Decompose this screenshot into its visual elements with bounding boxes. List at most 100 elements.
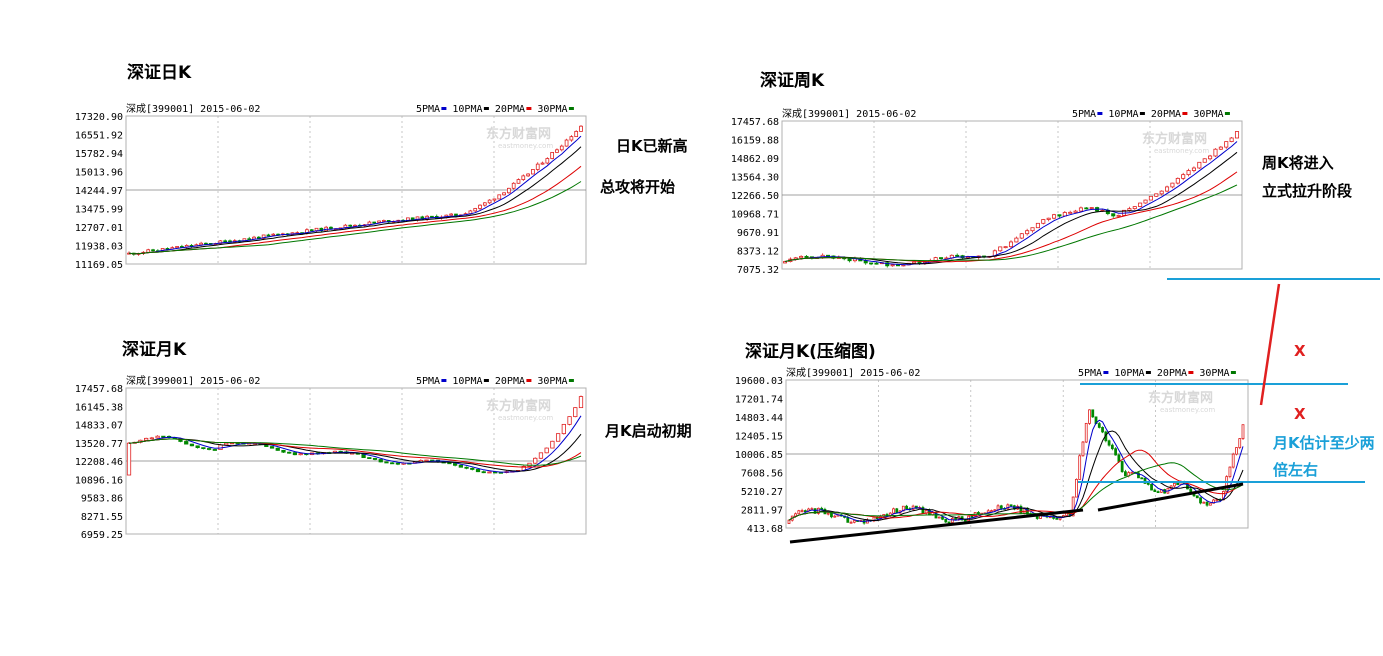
candle-body (206, 448, 212, 450)
candle-body (1068, 211, 1073, 214)
candle-body (847, 258, 852, 262)
legend-label-10pma: 10PMA (452, 104, 482, 115)
chart-weekly-svg: 深成[399001] 2015-06-02 5PMA 10PMA 20PMA 30PMA… (731, 108, 1243, 276)
candle-body (377, 220, 381, 223)
y-tick-label: 17320.90 (75, 112, 123, 123)
candle-body (1003, 246, 1008, 249)
chart-compressed-svg: 深成[399001] 2015-06-02 5PMA 10PMA 20PMA 30PMA… (735, 367, 1249, 535)
candle-body (521, 175, 526, 180)
y-tick-label: 15013.96 (75, 168, 123, 179)
legend-swatch-30pma (1230, 371, 1236, 374)
candle-body (161, 435, 166, 438)
annotation-daily-1: 日K已新高 (616, 137, 688, 155)
candle-body (1071, 496, 1075, 517)
y-tick-label: 17457.68 (75, 384, 123, 395)
candle-body (944, 518, 948, 523)
chart-header: 深成[399001] 2015-06-02 (126, 375, 260, 387)
y-tick-label: 17457.68 (731, 117, 779, 128)
legend-swatch-30pma (568, 379, 574, 382)
candle-body (473, 208, 478, 212)
candle-body (1202, 501, 1206, 504)
candle-body (224, 442, 229, 446)
candle-body (447, 462, 452, 465)
candle-body (1101, 427, 1104, 433)
watermark-brand: 东方财富网 (486, 398, 551, 414)
legend-swatch-30pma (1224, 112, 1230, 115)
candle-body (1138, 202, 1143, 207)
legend-label-5pma: 5PMA (1078, 368, 1102, 379)
y-tick-label: 17201.74 (735, 395, 783, 406)
watermark-url: eastmoney.com (498, 142, 553, 150)
candle-body (481, 471, 486, 474)
candle-body (292, 452, 298, 456)
candle-body (540, 162, 545, 165)
candle-body (372, 221, 377, 224)
candle-body (1156, 491, 1160, 494)
legend-swatch-5pma (1097, 112, 1103, 115)
candle-body (1073, 210, 1078, 213)
candle-body (561, 423, 566, 435)
candle-body (955, 254, 960, 257)
candle-body (833, 515, 837, 518)
candle-body (464, 466, 469, 469)
trend-line-right (1097, 482, 1244, 512)
y-tick-label: 11169.05 (75, 260, 123, 271)
candle-body (223, 240, 228, 243)
candle-body (937, 516, 941, 519)
chart-monthly-svg: 深成[399001] 2015-06-02 5PMA 10PMA 20PMA 30PMA… (75, 375, 587, 541)
candle-body (939, 257, 944, 260)
candle-body (999, 505, 1003, 509)
candle-body (905, 505, 908, 510)
legend-label-30pma: 30PMA (537, 104, 567, 115)
candle-body (1159, 190, 1164, 195)
candle-body (1111, 213, 1116, 217)
candle-body (1019, 233, 1024, 239)
candle-body (1120, 461, 1124, 473)
y-tick-label: 12707.01 (75, 223, 123, 234)
candle-body (1014, 237, 1019, 243)
candle-body (1097, 423, 1101, 428)
legend-swatch-5pma (441, 379, 447, 382)
y-tick-label: 13564.30 (731, 173, 779, 184)
candle-body (149, 437, 155, 440)
candle-body (470, 467, 475, 470)
candle-body (1009, 504, 1013, 507)
candle-body (797, 510, 801, 515)
candle-body (453, 463, 458, 466)
y-tick-label: 12266.50 (731, 191, 779, 202)
annotation-compressed-1: 月K估计至少两 (1273, 434, 1375, 452)
candle-body (269, 446, 275, 449)
candle-body (247, 238, 252, 241)
candle-body (573, 407, 578, 418)
legend-swatch-20pma (1188, 371, 1194, 374)
title-monthly: 深证月K (122, 340, 187, 360)
red-arrow-line (1259, 283, 1281, 406)
candle-body (1055, 517, 1059, 520)
candle-body (1148, 195, 1153, 201)
candle-body (1143, 199, 1148, 204)
chart-weekly: 深成[399001] 2015-06-02 5PMA 10PMA 20PMA 30PMA… (726, 105, 1246, 276)
candle-body (1078, 207, 1083, 212)
candle-body (1116, 214, 1121, 217)
candle-body (1084, 422, 1088, 443)
candle-body (1229, 137, 1234, 143)
candle-body (803, 510, 807, 513)
candle-body (1215, 499, 1219, 501)
watermark-url: eastmoney.com (498, 414, 553, 422)
candle-body (813, 508, 817, 514)
candle-body (1175, 177, 1180, 184)
candle-body (1225, 476, 1229, 492)
watermark-brand: 东方财富网 (1148, 390, 1213, 406)
candle-body (817, 507, 820, 514)
y-tick-label: 10896.16 (75, 475, 123, 486)
candle-body (449, 213, 454, 216)
y-tick-label: 9670.91 (737, 228, 779, 239)
candle-body (890, 264, 895, 267)
candle-body (1197, 161, 1202, 169)
candle-body (794, 513, 797, 517)
ma5-line (128, 135, 582, 255)
candle-body (395, 462, 401, 465)
candle-body (1088, 409, 1091, 424)
candle-body (526, 173, 530, 177)
